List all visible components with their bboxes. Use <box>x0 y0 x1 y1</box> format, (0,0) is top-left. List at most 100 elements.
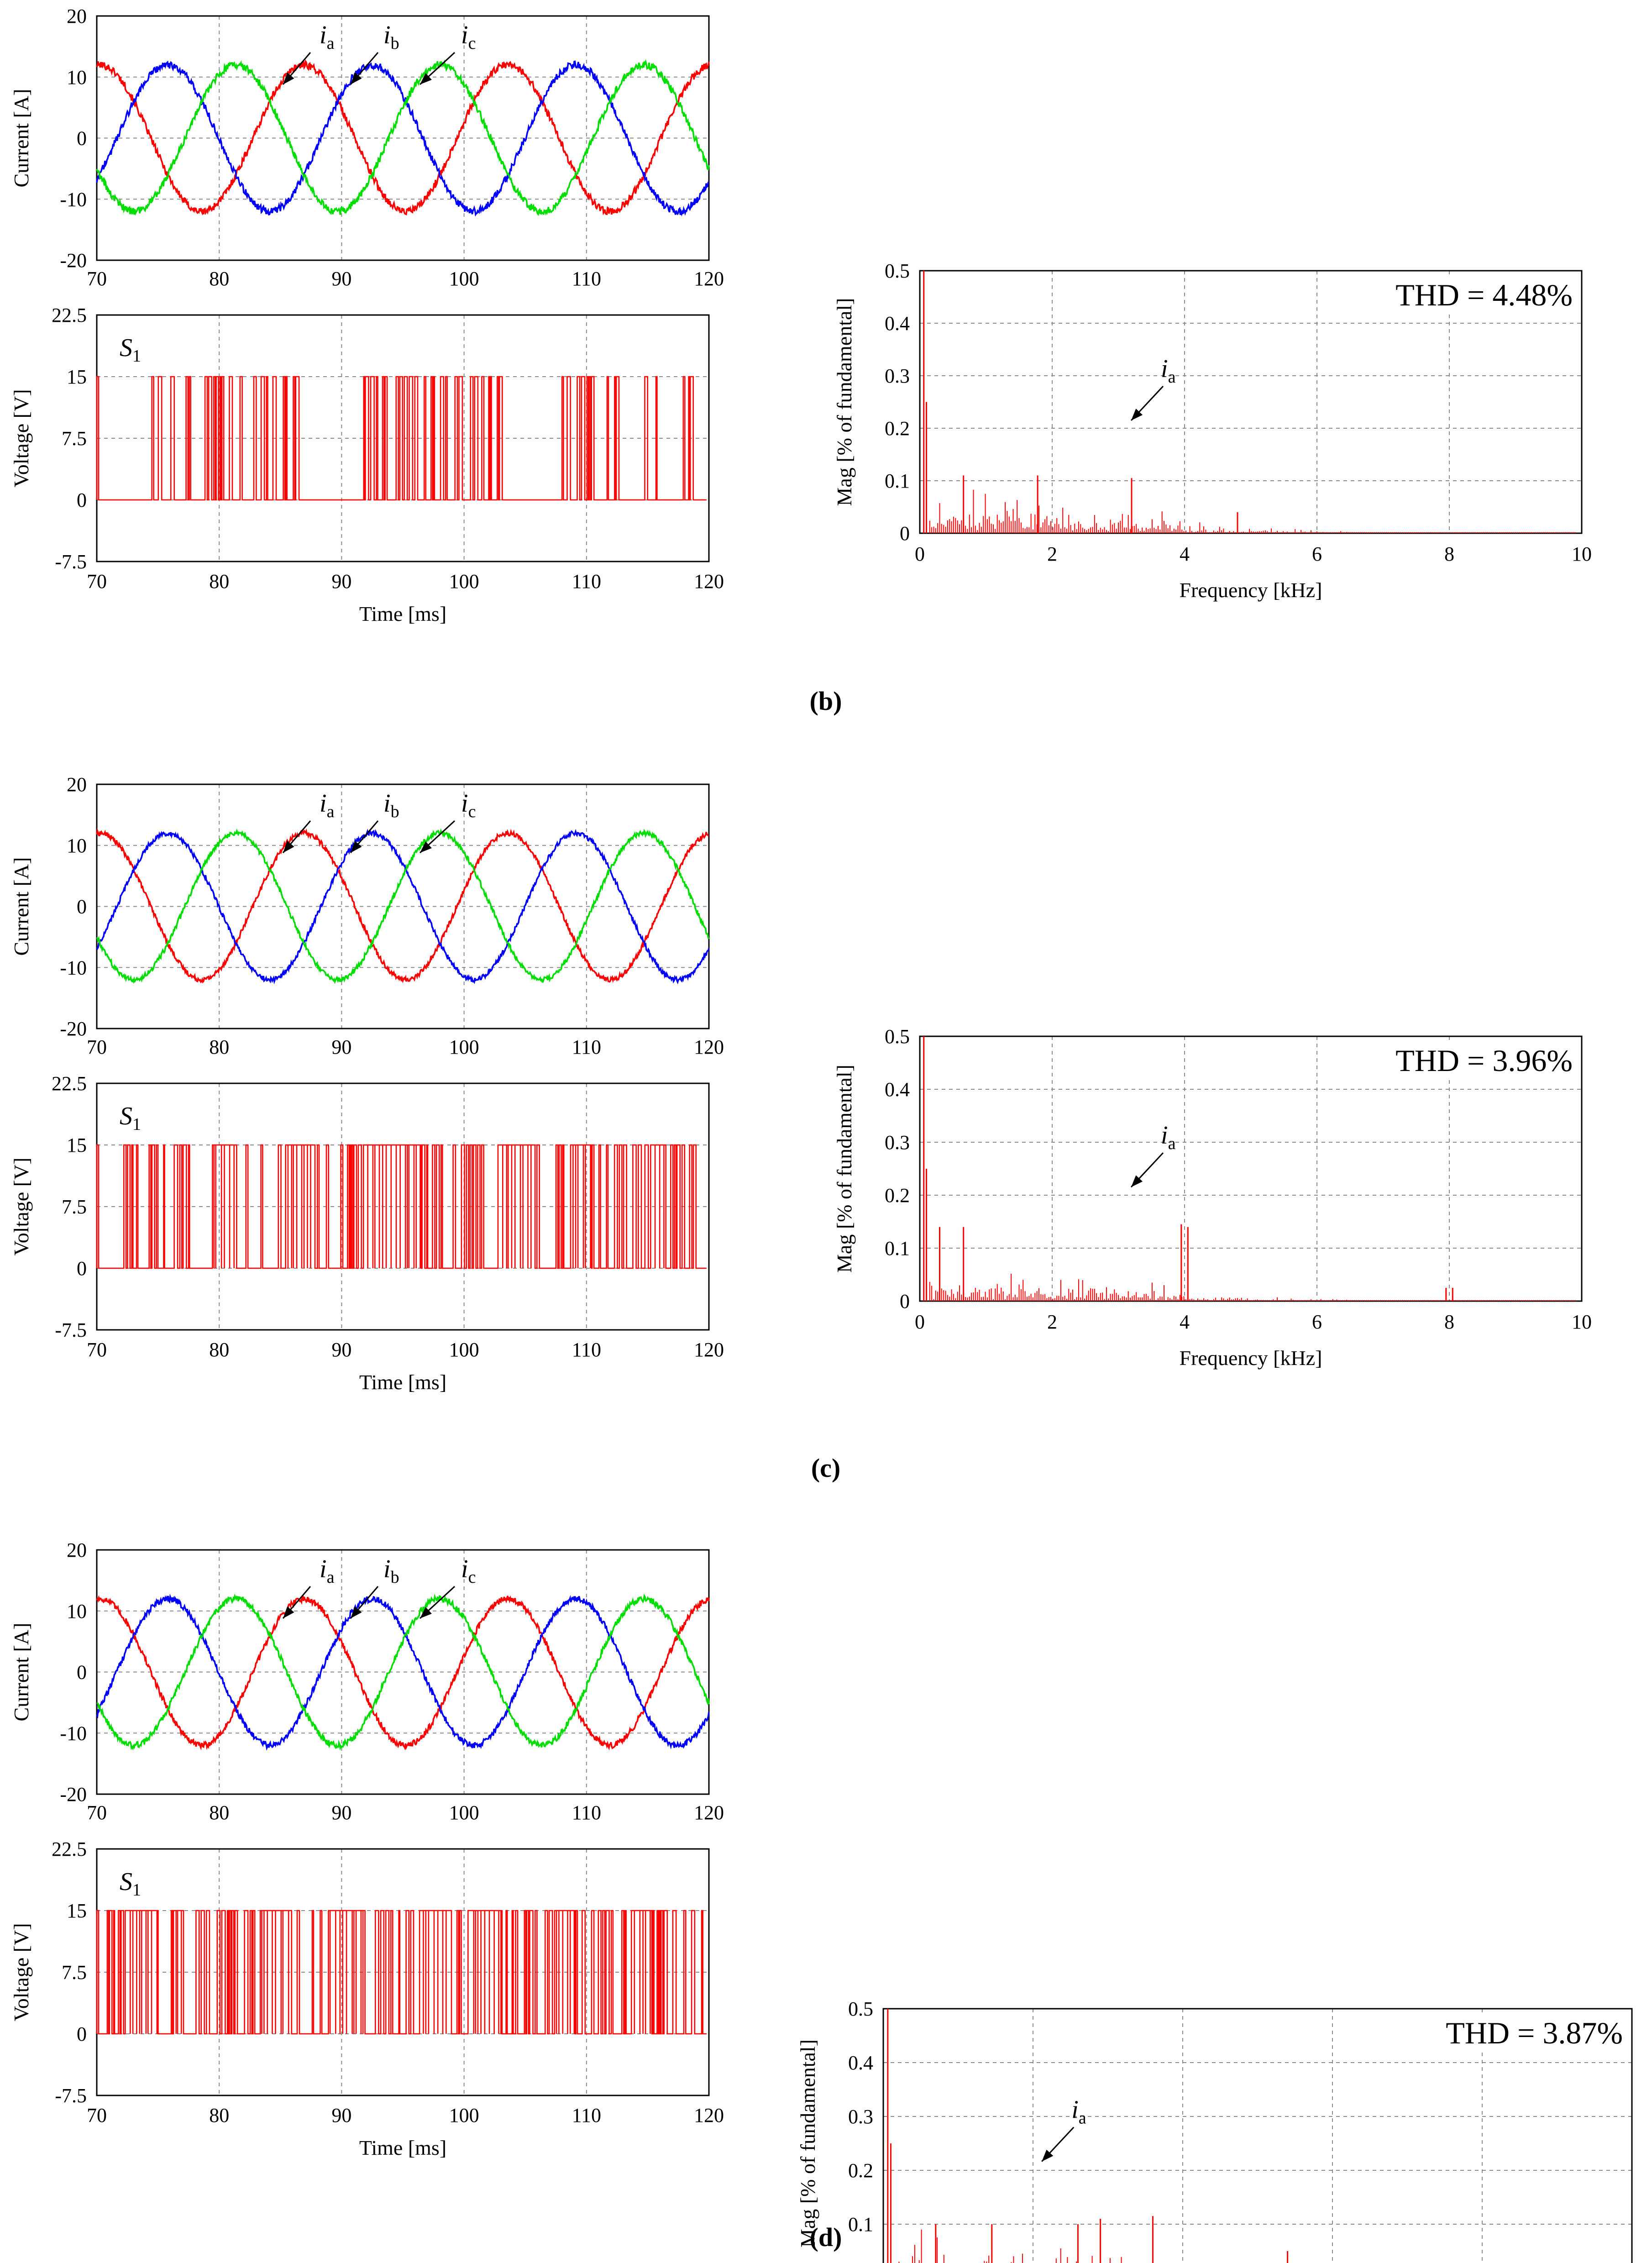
current-ytick-label: 0 <box>77 896 87 918</box>
spectrum-ytick-label: 0 <box>900 1290 910 1313</box>
pwm-signal-trace <box>96 376 707 501</box>
current-xtick-label: 90 <box>331 268 351 290</box>
spectrum-ytick-label: 0.1 <box>885 1237 910 1260</box>
current-ylabel: Current [A] <box>10 89 33 188</box>
spectrum-axes-gridlines <box>920 271 1582 533</box>
spectrum-xtick-label: 10 <box>1572 1311 1592 1333</box>
spectrum-annotation-ia-symbol: i <box>1161 355 1168 383</box>
voltage-ytick-label: -7.5 <box>55 2084 87 2107</box>
thd-background <box>1344 274 1575 315</box>
spectrum-axes-frame <box>919 270 1583 534</box>
current-xtick-label: 70 <box>87 268 107 290</box>
annotation-ic: ic <box>461 1555 476 1587</box>
signal-label-S1-subscript: 1 <box>132 347 141 366</box>
series-ib-line <box>96 1593 710 1751</box>
spectrum-annotation-ia-symbol: i <box>1071 2096 1079 2124</box>
series-ic-line <box>96 1593 710 1751</box>
voltage-ytick-label: 22.5 <box>52 304 87 326</box>
spectrum-ytick-label: 0.2 <box>848 2159 873 2182</box>
annotation-ic: ic <box>461 21 476 53</box>
annotation-ib-symbol: i <box>383 1555 391 1583</box>
current-ytick-label: 10 <box>67 66 87 89</box>
panel-label: (c) <box>811 1453 840 1483</box>
voltage-xtick-label: 100 <box>449 2104 479 2126</box>
thd-value: THD = 3.96% <box>1395 1043 1573 1078</box>
spectrum-ytick-label: 0.5 <box>885 1025 910 1048</box>
series-ic-line <box>96 828 710 984</box>
current-annotations: ia ib ic <box>282 21 476 85</box>
voltage-xtick-label: 80 <box>209 2104 229 2126</box>
spectrum-ytick-label: 0.3 <box>848 2105 873 2128</box>
voltage-ytick-label: -7.5 <box>55 551 87 573</box>
annotation-ia: ia <box>320 1555 335 1587</box>
spectrum-xtick-label: 2 <box>1047 543 1057 565</box>
spectrum-axes-frame <box>919 1035 1583 1302</box>
annotation-ia: ia <box>320 21 335 53</box>
annotation-ia-subscript: a <box>327 802 335 821</box>
voltage-xtick-label: 70 <box>87 2104 107 2126</box>
spectrum-xtick-label: 4 <box>1180 543 1190 565</box>
voltage-xtick-label: 90 <box>331 2104 351 2126</box>
signal-label-S1-subscript: 1 <box>132 1115 141 1134</box>
annotation-ic-arrow-head <box>420 73 432 84</box>
current-ytick-label: -20 <box>60 1018 87 1040</box>
annotation-ic-arrow-head <box>420 841 432 853</box>
spectrum-xticks: 0 2 4 6 8 10 <box>915 1311 1592 1333</box>
current-ytick-label: -20 <box>60 1783 87 1806</box>
spectrum-ytick-label: 0.1 <box>885 470 910 492</box>
voltage-chart: S1 22.5 15 7.5 0 -7.570 80 90 100 110 120 Voltage [… <box>10 1838 724 2159</box>
spectrum-chart: THD = 3.87%ia0.50.40.30.20.100246810Mag … <box>796 1998 1633 2263</box>
spectrum-annotation-ia: ia <box>1161 355 1176 387</box>
spectrum-yticks: 0.5 0.4 0.3 0.2 0.1 0 <box>885 260 910 545</box>
current-yticks: 20 10 0 -10 -20 <box>60 773 87 1040</box>
current-xtick-label: 80 <box>209 1801 229 1824</box>
annotation-ib: ib <box>383 1555 399 1587</box>
spectrum-annotation-arrow-head <box>1042 2149 1054 2162</box>
voltage-xtick-label: 120 <box>694 2104 724 2126</box>
voltage-ytick-label: 15 <box>67 1900 87 1922</box>
voltage-xtick-label: 120 <box>694 570 724 593</box>
voltage-xticks: 70 80 90 100 110 120 <box>87 2104 724 2126</box>
current-axes-frame <box>96 783 710 1029</box>
voltage-chart: S1 22.5 15 7.5 0 -7.570 80 90 100 110 120 Voltage [… <box>10 304 724 625</box>
spectrum-ytick-label: 0.1 <box>848 2213 873 2236</box>
signal-label-S1: S1 <box>120 1868 141 1900</box>
series-ib-line <box>96 60 710 217</box>
current-waveforms <box>96 59 710 217</box>
voltage-xtick-label: 90 <box>331 570 351 593</box>
current-xticks: 70 80 90 100 110 120 <box>87 268 724 290</box>
panel-label: (b) <box>810 686 842 716</box>
annotation-ic-symbol: i <box>461 1555 468 1583</box>
current-xtick-label: 80 <box>209 1036 229 1058</box>
annotation-ib-symbol: i <box>383 789 391 818</box>
voltage-ytick-label: 15 <box>67 366 87 388</box>
annotation-ib-subscript: b <box>391 802 399 821</box>
current-xtick-label: 100 <box>449 268 479 290</box>
annotation-ic-symbol: i <box>461 21 468 49</box>
annotation-ia: ia <box>320 789 335 821</box>
voltage-yticks: 22.5 15 7.5 0 -7.5 <box>52 1072 87 1341</box>
spectrum-bars <box>923 1036 1576 1301</box>
current-xtick-label: 90 <box>331 1801 351 1824</box>
current-ytick-label: 0 <box>77 127 87 150</box>
spectrum-annotation-ia: ia <box>1071 2096 1086 2128</box>
series-ic-line <box>96 59 710 216</box>
annotation-ic-subscript: c <box>468 802 476 821</box>
voltage-ytick-label: 15 <box>67 1134 87 1156</box>
spectrum-annotation-ia-subscript: a <box>1168 368 1176 387</box>
current-xticks: 70 80 90 100 110 120 <box>87 1036 724 1058</box>
signal-label-S1: S1 <box>120 334 141 366</box>
current-xtick-label: 110 <box>572 1801 601 1824</box>
voltage-xlabel: Time [ms] <box>359 2136 446 2159</box>
series-ia-line <box>96 828 709 984</box>
spectrum-ytick-label: 0.2 <box>885 1184 910 1207</box>
voltage-xlabel: Time [ms] <box>359 1370 446 1394</box>
spectrum-axes-frame <box>882 2008 1633 2263</box>
spectrum-ylabel: Mag [% of fundamental] <box>796 2039 819 2247</box>
spectrum-annotation-arrow-head <box>1131 409 1143 420</box>
annotation-ic-subscript: c <box>468 1568 476 1587</box>
spectrum-xtick-label: 10 <box>1572 543 1592 565</box>
spectrum-ytick-label: 0.3 <box>885 365 910 387</box>
